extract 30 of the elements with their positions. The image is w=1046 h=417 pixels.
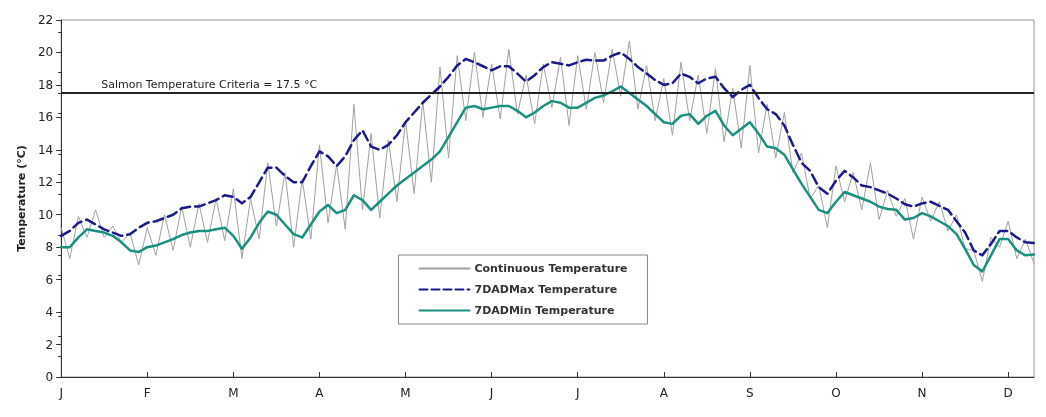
y-tick-label: 8 [45,240,54,255]
y-tick-label: 10 [37,207,54,222]
x-tick-label: N [917,386,927,400]
y-tick-label: 6 [45,272,54,287]
y-tick-label: 2 [45,337,54,352]
y-tick-label: 14 [37,142,54,157]
y-tick-label: 12 [37,175,54,190]
y-tick-label: 16 [37,110,54,125]
y-tick-label: 20 [37,45,54,60]
x-tick-label: M [400,386,411,400]
y-tick-label: 22 [37,13,54,27]
ref-line-label: Salmon Temperature Criteria = 17.5 °C [101,78,318,92]
legend-label: Continuous Temperature [474,262,628,275]
y-tick-label: 4 [45,305,54,320]
line-series [59,51,1036,257]
x-tick-label: F [143,386,151,400]
legend-label: 7DADMin Temperature [474,304,615,317]
x-tick-label: J [488,386,494,400]
y-axis-title: Temperature (°C) [15,145,28,252]
x-tick-label: A [315,386,325,400]
x-tick-label: D [1003,386,1013,400]
x-tick-label: J [574,386,580,400]
y-tick-label: 18 [37,77,54,92]
x-tick-label: S [746,386,754,400]
legend-label: 7DADMax Temperature [474,283,618,296]
y-tick-label: 0 [45,370,54,384]
x-tick-label: M [228,386,239,400]
x-tick-label: J [58,386,63,400]
x-tick-label: O [831,386,841,400]
x-tick-label: A [659,386,669,400]
